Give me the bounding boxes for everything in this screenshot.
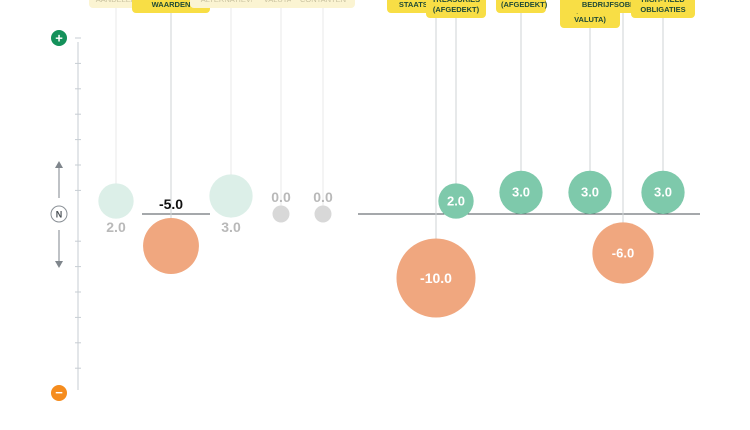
bubble-obligaties-opkomende-markten-harde-valuta: [568, 170, 612, 214]
value-aandelen: 2.0: [106, 219, 126, 235]
label-alternatieven: ALTERNATIEVEN: [190, 0, 272, 8]
bubble-europese-staatsobligaties: [396, 238, 476, 318]
value-valuta-s: 0.0: [271, 189, 291, 205]
label-aandelen: AANDELEN: [89, 0, 143, 8]
up-arrow-icon: [55, 161, 63, 168]
bubble-us-tips-afgedekt: [499, 170, 543, 214]
value-europese-bedrijfsobligaties: -6.0: [611, 245, 635, 261]
neutral-marker: [50, 205, 68, 223]
bubble-europese-bedrijfsobligaties: [592, 222, 654, 284]
bubble-valuta-s: [272, 205, 290, 223]
down-arrow-icon: [55, 261, 63, 268]
minus-icon: [51, 385, 67, 401]
label-valuta-s: VALUTA'S: [252, 0, 310, 8]
value-vastrentende-waarden: -5.0: [158, 196, 184, 212]
label-europese-high-yield-obligaties: EUROPESE HIGH-YIELD OBLIGATIES: [631, 0, 695, 18]
label-us-treasuries-afgedekt: US TREASURIES (AFGEDEKT): [426, 0, 486, 18]
value-us-tips-afgedekt: 3.0: [511, 184, 531, 200]
minus-icon-glyph: −: [55, 385, 63, 400]
label-contanten: CONTANTEN: [291, 0, 355, 8]
bubble-us-treasuries-afgedekt: [438, 183, 474, 219]
bubble-vastrentende-waarden: [143, 218, 199, 274]
bubble-alternatieven: [209, 174, 253, 218]
label-us-tips-afgedekt: US TIPS (AFGEDEKT): [496, 0, 547, 13]
plus-icon-glyph: +: [55, 31, 63, 46]
value-europese-high-yield-obligaties: 3.0: [653, 184, 673, 200]
value-obligaties-opkomende-markten-harde-valuta: 3.0: [580, 184, 600, 200]
value-alternatieven: 3.0: [221, 219, 241, 235]
bubble-contanten: [314, 205, 332, 223]
value-europese-staatsobligaties: -10.0: [420, 270, 452, 286]
value-us-treasuries-afgedekt: 2.0: [446, 193, 466, 209]
value-contanten: 0.0: [313, 189, 333, 205]
neutral-marker-label: N: [56, 210, 63, 220]
bubble-europese-high-yield-obligaties: [641, 170, 685, 214]
bubble-aandelen: [98, 183, 134, 219]
plus-icon: [51, 30, 67, 46]
